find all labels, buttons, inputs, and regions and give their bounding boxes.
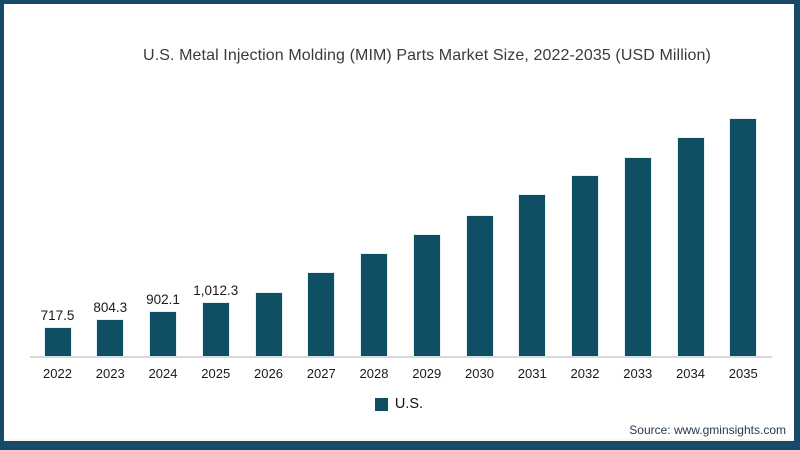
bar-2034 <box>677 137 704 356</box>
bar-2031 <box>519 195 546 356</box>
bar-2028 <box>361 253 387 356</box>
x-axis-label-2034: 2034 <box>676 366 705 381</box>
x-axis-label-2025: 2025 <box>201 366 231 381</box>
bar-2035 <box>730 118 757 356</box>
x-axis-label-2024: 2024 <box>148 366 178 381</box>
x-axis-label-2035: 2035 <box>728 366 758 381</box>
x-axis-label-2027: 2027 <box>306 366 336 381</box>
legend-label-us: U.S. <box>394 396 424 412</box>
bar-value-label-2025: 1,012.3 <box>193 282 239 298</box>
bar-value-label-2023: 804.3 <box>93 300 128 316</box>
x-axis-label-2030: 2030 <box>465 366 494 381</box>
bar-2029 <box>413 235 440 356</box>
bar-value-label-2022: 717.5 <box>40 307 75 323</box>
bar-2026 <box>255 293 282 356</box>
x-axis-label-2033: 2033 <box>623 366 653 381</box>
bar-2025 <box>202 302 229 356</box>
x-axis-label-2032: 2032 <box>570 366 600 381</box>
bar-2033 <box>624 158 651 356</box>
bar-2032 <box>572 176 598 356</box>
bottom-accent-line <box>4 439 794 441</box>
x-axis-line <box>30 356 772 358</box>
x-axis-label-2028: 2028 <box>359 366 389 381</box>
bar-2023 <box>97 320 124 356</box>
x-axis-label-2026: 2026 <box>254 366 283 381</box>
bar-2030 <box>466 216 493 356</box>
legend-marker-us <box>374 397 388 411</box>
legend: U.S. <box>4 396 794 412</box>
bar-value-label-2024: 902.1 <box>146 292 180 308</box>
x-axis-label-2029: 2029 <box>412 366 442 381</box>
bar-2022 <box>44 327 71 356</box>
bar-2027 <box>308 273 335 356</box>
x-axis-label-2031: 2031 <box>517 366 547 381</box>
chart-title: U.S. Metal Injection Molding (MIM) Parts… <box>143 47 711 64</box>
plot-area: 717.5 2022 804.3 2023 902.1 2024 1,012.3 2025 20… <box>4 4 794 441</box>
bar-2024 <box>150 312 176 356</box>
x-axis-label-2022: 2022 <box>43 366 72 381</box>
source-credit: Source: www.gminsights.com <box>629 423 786 437</box>
x-axis-label-2023: 2023 <box>95 366 125 381</box>
